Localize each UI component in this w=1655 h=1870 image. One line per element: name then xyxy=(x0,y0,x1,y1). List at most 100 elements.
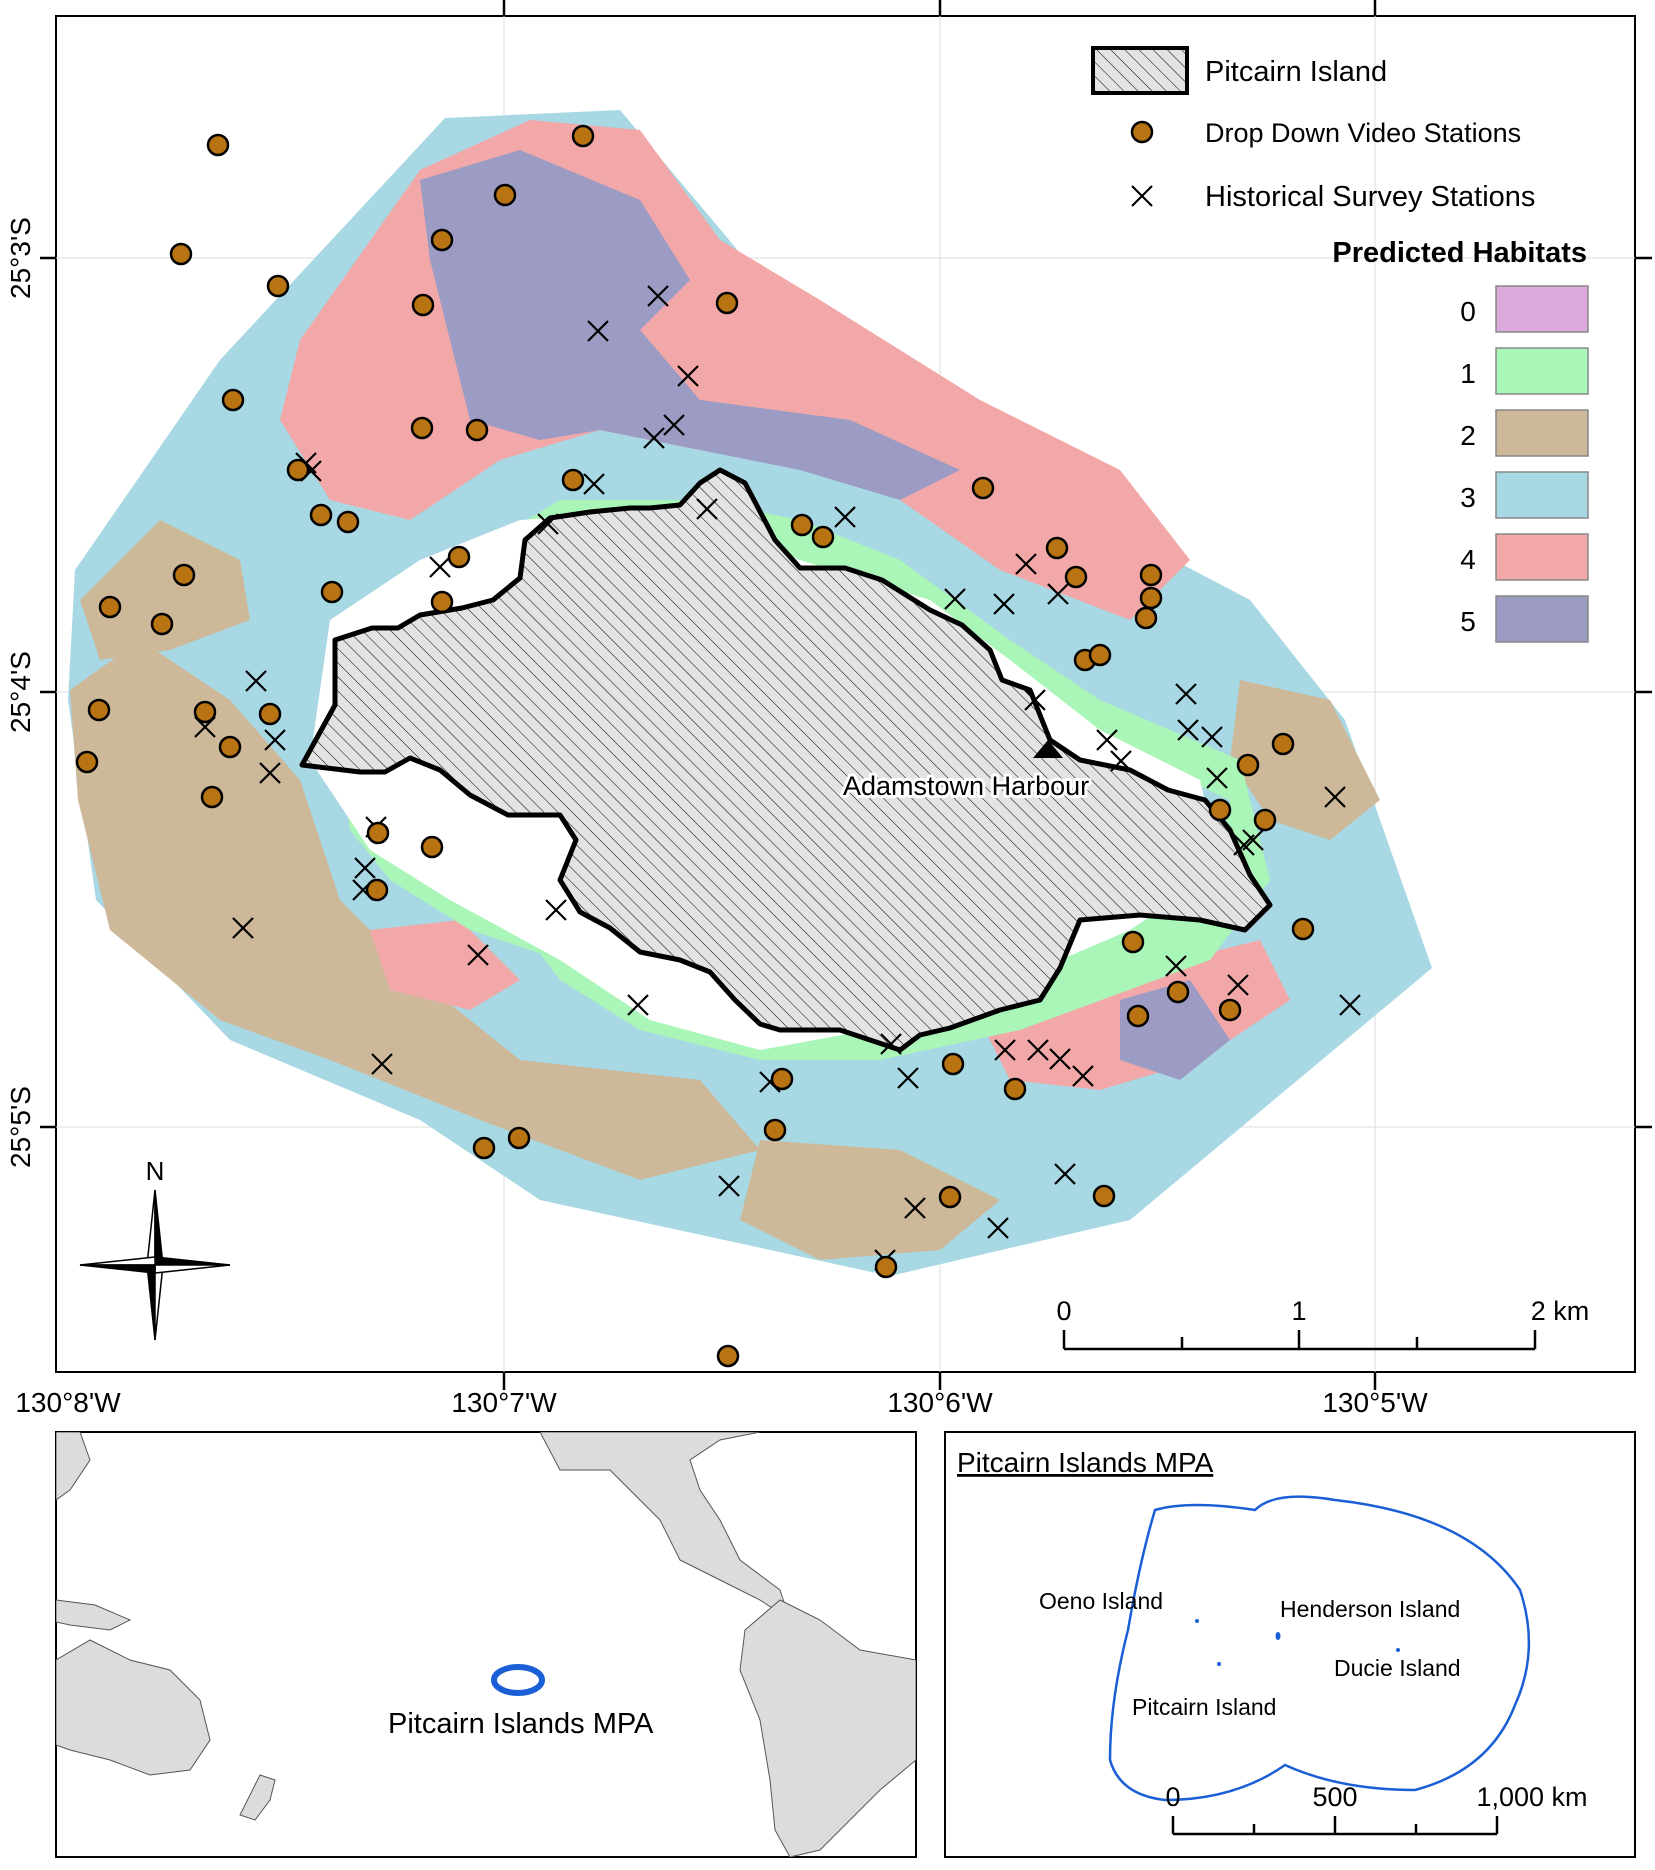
drop-down-video-station xyxy=(1236,753,1260,777)
habitat-legend-swatch xyxy=(1495,471,1589,519)
habitat-4-southwest xyxy=(370,920,520,1010)
historical-survey-station xyxy=(1242,829,1264,851)
historical-survey-station xyxy=(993,593,1015,615)
world-land xyxy=(56,1432,916,1857)
drop-down-video-station xyxy=(1045,536,1069,560)
drop-down-video-station xyxy=(1134,606,1158,630)
new-zealand xyxy=(239,1774,276,1821)
historical-survey-station xyxy=(987,1217,1009,1239)
historical-survey-station xyxy=(663,414,685,436)
legend-habitats-title: Predicted Habitats xyxy=(1332,237,1587,269)
drop-down-video-station xyxy=(874,1255,898,1279)
historical-survey-station xyxy=(696,498,718,520)
habitat-2-east xyxy=(1230,680,1380,840)
adamstown-harbour-label: Adamstown Harbour xyxy=(843,771,1089,801)
historical-survey-station xyxy=(1049,1048,1071,1070)
legend-video-symbol xyxy=(1130,120,1154,144)
drop-down-video-station xyxy=(493,183,517,207)
drop-down-video-station xyxy=(465,418,489,442)
main-scale-bar xyxy=(1062,1330,1537,1351)
drop-down-video-station xyxy=(941,1052,965,1076)
mpa-inset: Pitcairn Islands MPA Oeno Island Henders… xyxy=(944,1431,1636,1858)
historical-survey-station xyxy=(1339,994,1361,1016)
lon-label-1: 130°8'W xyxy=(15,1387,121,1418)
historical-survey-station xyxy=(1024,689,1046,711)
legend-island-swatch xyxy=(1091,46,1189,95)
drop-down-video-station xyxy=(430,590,454,614)
drop-down-video-station xyxy=(1271,732,1295,756)
drop-down-video-station xyxy=(75,750,99,774)
historical-survey-station xyxy=(1096,729,1118,751)
habitat-legend-code: 1 xyxy=(1460,358,1476,389)
north-arrow-label: N xyxy=(146,1156,165,1186)
drop-down-video-station xyxy=(309,503,333,527)
drop-down-video-station xyxy=(258,702,282,726)
drop-down-video-station xyxy=(193,700,217,724)
drop-down-video-station xyxy=(366,821,390,845)
video-stations-layer xyxy=(75,124,1315,1368)
historical-survey-station xyxy=(1072,1065,1094,1087)
drop-down-video-station xyxy=(763,1118,787,1142)
oeno-island-label: Oeno Island xyxy=(1039,1588,1163,1614)
drop-down-video-station xyxy=(1139,563,1163,587)
historical-survey-station xyxy=(1110,750,1132,772)
drop-down-video-station xyxy=(1092,1184,1116,1208)
drop-down-video-station xyxy=(172,563,196,587)
legend-historical-label: Historical Survey Stations xyxy=(1205,181,1535,213)
drop-down-video-station xyxy=(365,878,389,902)
habitat-legend-code: 2 xyxy=(1460,420,1476,451)
drop-down-video-station xyxy=(1139,586,1163,610)
habitat-legend-swatch xyxy=(1495,595,1589,643)
drop-down-video-station xyxy=(1003,1077,1027,1101)
drop-down-video-station xyxy=(1253,808,1277,832)
drop-down-video-station xyxy=(206,133,230,157)
drop-down-video-station xyxy=(87,698,111,722)
drop-down-video-station xyxy=(1166,980,1190,1004)
ducie-island-label: Ducie Island xyxy=(1334,1655,1461,1681)
drop-down-video-station xyxy=(715,291,739,315)
drop-down-video-station xyxy=(420,835,444,859)
historical-survey-station xyxy=(264,729,286,751)
lat-label-2: 25°4'S xyxy=(5,651,36,733)
main-scale-tick-2: 2 km xyxy=(1531,1296,1590,1326)
main-scale-tick-0: 0 xyxy=(1056,1296,1071,1326)
historical-survey-station xyxy=(1227,974,1249,996)
drop-down-video-station xyxy=(221,388,245,412)
habitat-legend-swatch xyxy=(1495,409,1589,457)
drop-down-video-station xyxy=(1064,565,1088,589)
south-america xyxy=(739,1599,916,1857)
historical-survey-station xyxy=(647,285,669,307)
legend-historical-symbol xyxy=(1131,185,1153,207)
habitat-legend-swatch xyxy=(1495,285,1589,333)
north-arrow: N xyxy=(79,1156,231,1341)
habitat-legend-code: 5 xyxy=(1460,606,1476,637)
historical-survey-station xyxy=(880,1033,902,1055)
historical-survey-station xyxy=(245,670,267,692)
drop-down-video-station xyxy=(571,124,595,148)
mpa-inset-title: Pitcairn Islands MPA xyxy=(957,1447,1214,1478)
historical-survey-station xyxy=(1015,553,1037,575)
historical-survey-station xyxy=(718,1175,740,1197)
historical-survey-station xyxy=(643,427,665,449)
habitat-legend-code: 0 xyxy=(1460,296,1476,327)
habitat-legend-items: 0 1 2 3 4 5 xyxy=(1460,285,1589,643)
drop-down-video-station xyxy=(790,513,814,537)
historical-survey-station xyxy=(1177,719,1199,741)
mpa-scale-tick-0: 0 xyxy=(1165,1782,1180,1812)
lon-label-3: 130°6'W xyxy=(887,1387,993,1418)
drop-down-video-station xyxy=(320,580,344,604)
drop-down-video-station xyxy=(98,595,122,619)
historical-survey-station xyxy=(1054,1163,1076,1185)
lon-label-4: 130°5'W xyxy=(1322,1387,1428,1418)
drop-down-video-station xyxy=(507,1126,531,1150)
pitcairn-island-dot xyxy=(1217,1662,1221,1666)
drop-down-video-station xyxy=(1121,930,1145,954)
historical-survey-station xyxy=(1165,955,1187,977)
north-arrow-w-dark xyxy=(79,1264,156,1274)
drop-down-video-station xyxy=(266,274,290,298)
historical-survey-station xyxy=(1027,1039,1049,1061)
drop-down-video-station xyxy=(938,1185,962,1209)
mpa-world-outline xyxy=(491,1664,545,1696)
historical-survey-station xyxy=(677,365,699,387)
